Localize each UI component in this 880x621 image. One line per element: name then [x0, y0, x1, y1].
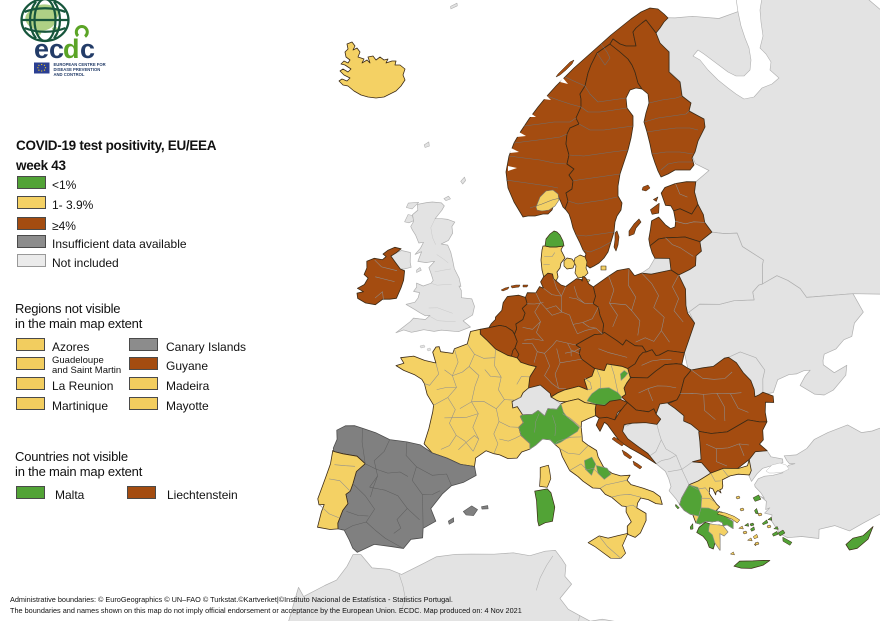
- svg-text:EUROPEAN CENTRE FOR: EUROPEAN CENTRE FOR: [54, 62, 106, 67]
- svg-text:DISEASE PREVENTION: DISEASE PREVENTION: [54, 67, 101, 72]
- svg-text:ec: ec: [34, 34, 64, 64]
- svg-text:d: d: [63, 34, 80, 64]
- svg-text:c: c: [80, 34, 95, 64]
- svg-text:AND CONTROL: AND CONTROL: [54, 72, 85, 77]
